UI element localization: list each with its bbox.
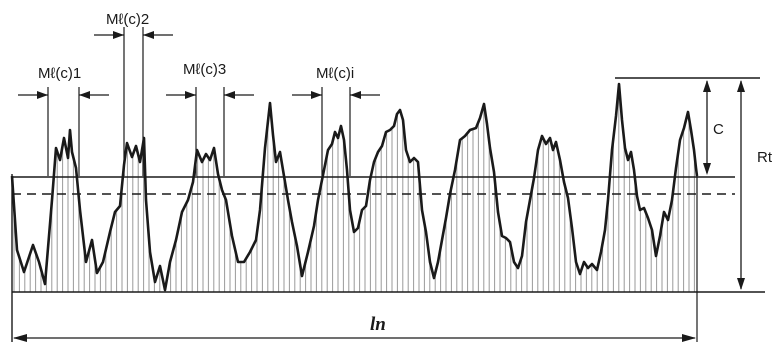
roughness-profile — [10, 82, 699, 292]
marker-arrow-right — [143, 31, 154, 39]
ml-label-3: Mℓ(c)3 — [183, 61, 226, 78]
rt-label: Rt — [757, 149, 773, 166]
marker-arrow-left — [311, 91, 322, 99]
c-dimension — [703, 80, 711, 175]
marker-arrow-left — [113, 31, 124, 39]
marker-arrow-right — [350, 91, 361, 99]
segment-markers — [18, 27, 380, 176]
ln-dimension — [13, 334, 696, 342]
ml-label-i: Mℓ(c)i — [316, 65, 354, 82]
ml-label-1: Mℓ(c)1 — [38, 65, 81, 82]
ml-label-2: Mℓ(c)2 — [106, 11, 149, 28]
c-label: C — [713, 121, 724, 138]
marker-arrow-right — [79, 91, 90, 99]
marker-arrow-left — [37, 91, 48, 99]
rt-dimension — [737, 80, 745, 290]
marker-arrow-left — [185, 91, 196, 99]
ln-label: ln — [370, 314, 386, 335]
marker-arrow-right — [224, 91, 235, 99]
